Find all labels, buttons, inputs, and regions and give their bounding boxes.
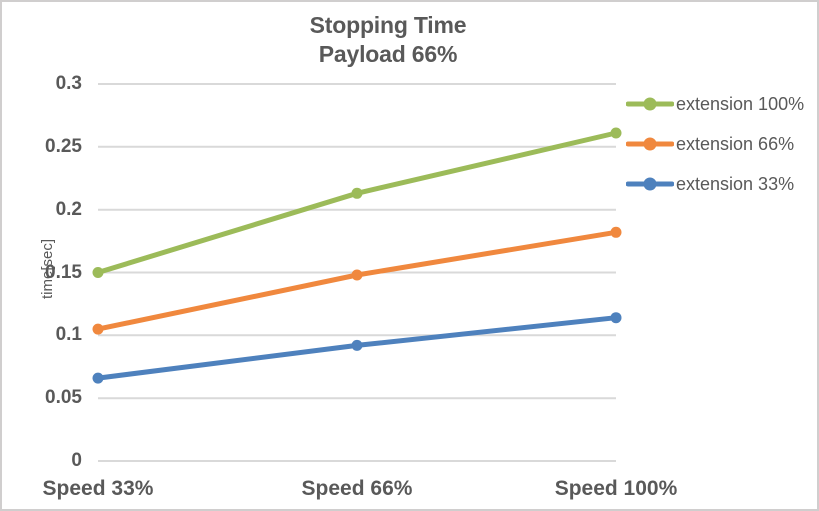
x-axis-category-label: Speed 100%	[554, 477, 678, 500]
x-axis-category-label: Speed 33%	[42, 477, 154, 500]
data-point-marker	[351, 269, 363, 281]
legend-swatch-marker	[643, 177, 657, 191]
y-axis-tick-label: 0.05	[45, 387, 82, 408]
data-point-marker	[610, 312, 622, 324]
legend-entry-label: extension 100%	[676, 93, 805, 114]
chart-title-line2: Payload 66%	[318, 41, 458, 67]
data-point-marker	[351, 339, 363, 351]
y-axis-tick-label: 0.1	[55, 324, 82, 345]
legend-line-marker-swatch	[626, 177, 674, 191]
data-point-marker	[92, 267, 104, 278]
chart-title: Stopping Time Payload 66%	[2, 11, 774, 69]
data-point-marker	[92, 372, 104, 384]
legend-line-marker-swatch	[626, 137, 674, 151]
data-point-marker	[92, 323, 104, 335]
y-axis-tick-label: 0.2	[55, 199, 82, 220]
data-point-marker	[610, 127, 622, 139]
legend-line-marker-swatch	[626, 97, 674, 111]
legend-swatch-marker	[643, 137, 657, 151]
y-axis-tick-label: 0.15	[45, 262, 82, 283]
legend-entry: extension 66%	[626, 134, 794, 154]
y-axis-tick-label: 0	[71, 450, 82, 471]
legend-entry-label: extension 66%	[676, 133, 795, 154]
legend-swatch-marker	[643, 97, 657, 111]
series-line-extension-100	[95, 130, 619, 275]
y-axis-tick-label: 0.3	[55, 73, 82, 94]
x-axis-category-label: Speed 66%	[301, 477, 413, 500]
y-axis-tick-label: 0.25	[45, 136, 82, 157]
legend-entry: extension 100%	[626, 94, 804, 114]
legend-entry-label: extension 33%	[676, 173, 795, 194]
data-point-marker	[610, 226, 622, 238]
chart-title-line1: Stopping Time	[309, 12, 467, 38]
legend-entry: extension 33%	[626, 174, 794, 194]
data-point-marker	[351, 187, 363, 199]
